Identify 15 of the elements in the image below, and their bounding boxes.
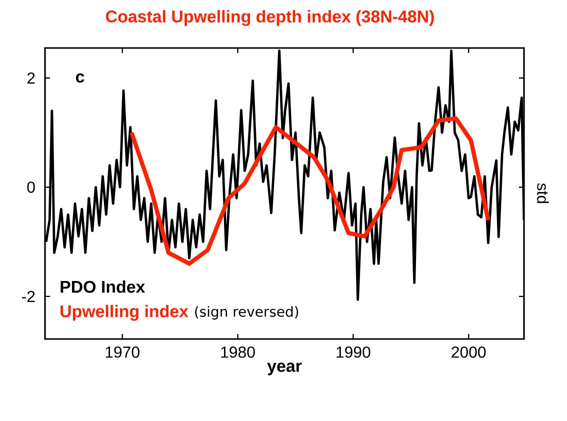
x-tick-label: 1970 bbox=[106, 346, 140, 358]
chart-title: Coastal Upwelling depth index (38N-48N) bbox=[106, 10, 434, 26]
y-axis-title: std bbox=[537, 183, 549, 204]
text: Upwelling index bbox=[60, 304, 188, 321]
annotation: c bbox=[76, 73, 84, 83]
y-tick-label: 0 bbox=[27, 182, 35, 193]
annotation: (sign reversed) bbox=[195, 306, 298, 320]
y-tick-label: -2 bbox=[22, 290, 35, 302]
legend-label: PDO Index bbox=[60, 280, 146, 293]
line-series bbox=[129, 116, 490, 266]
x-axis-title: year bbox=[267, 362, 302, 376]
x-tick-label: 1980 bbox=[221, 346, 255, 358]
y-tick-label: 2 bbox=[27, 72, 35, 84]
x-tick-label: 1990 bbox=[336, 346, 370, 358]
x-tick-label: 2000 bbox=[452, 346, 486, 358]
